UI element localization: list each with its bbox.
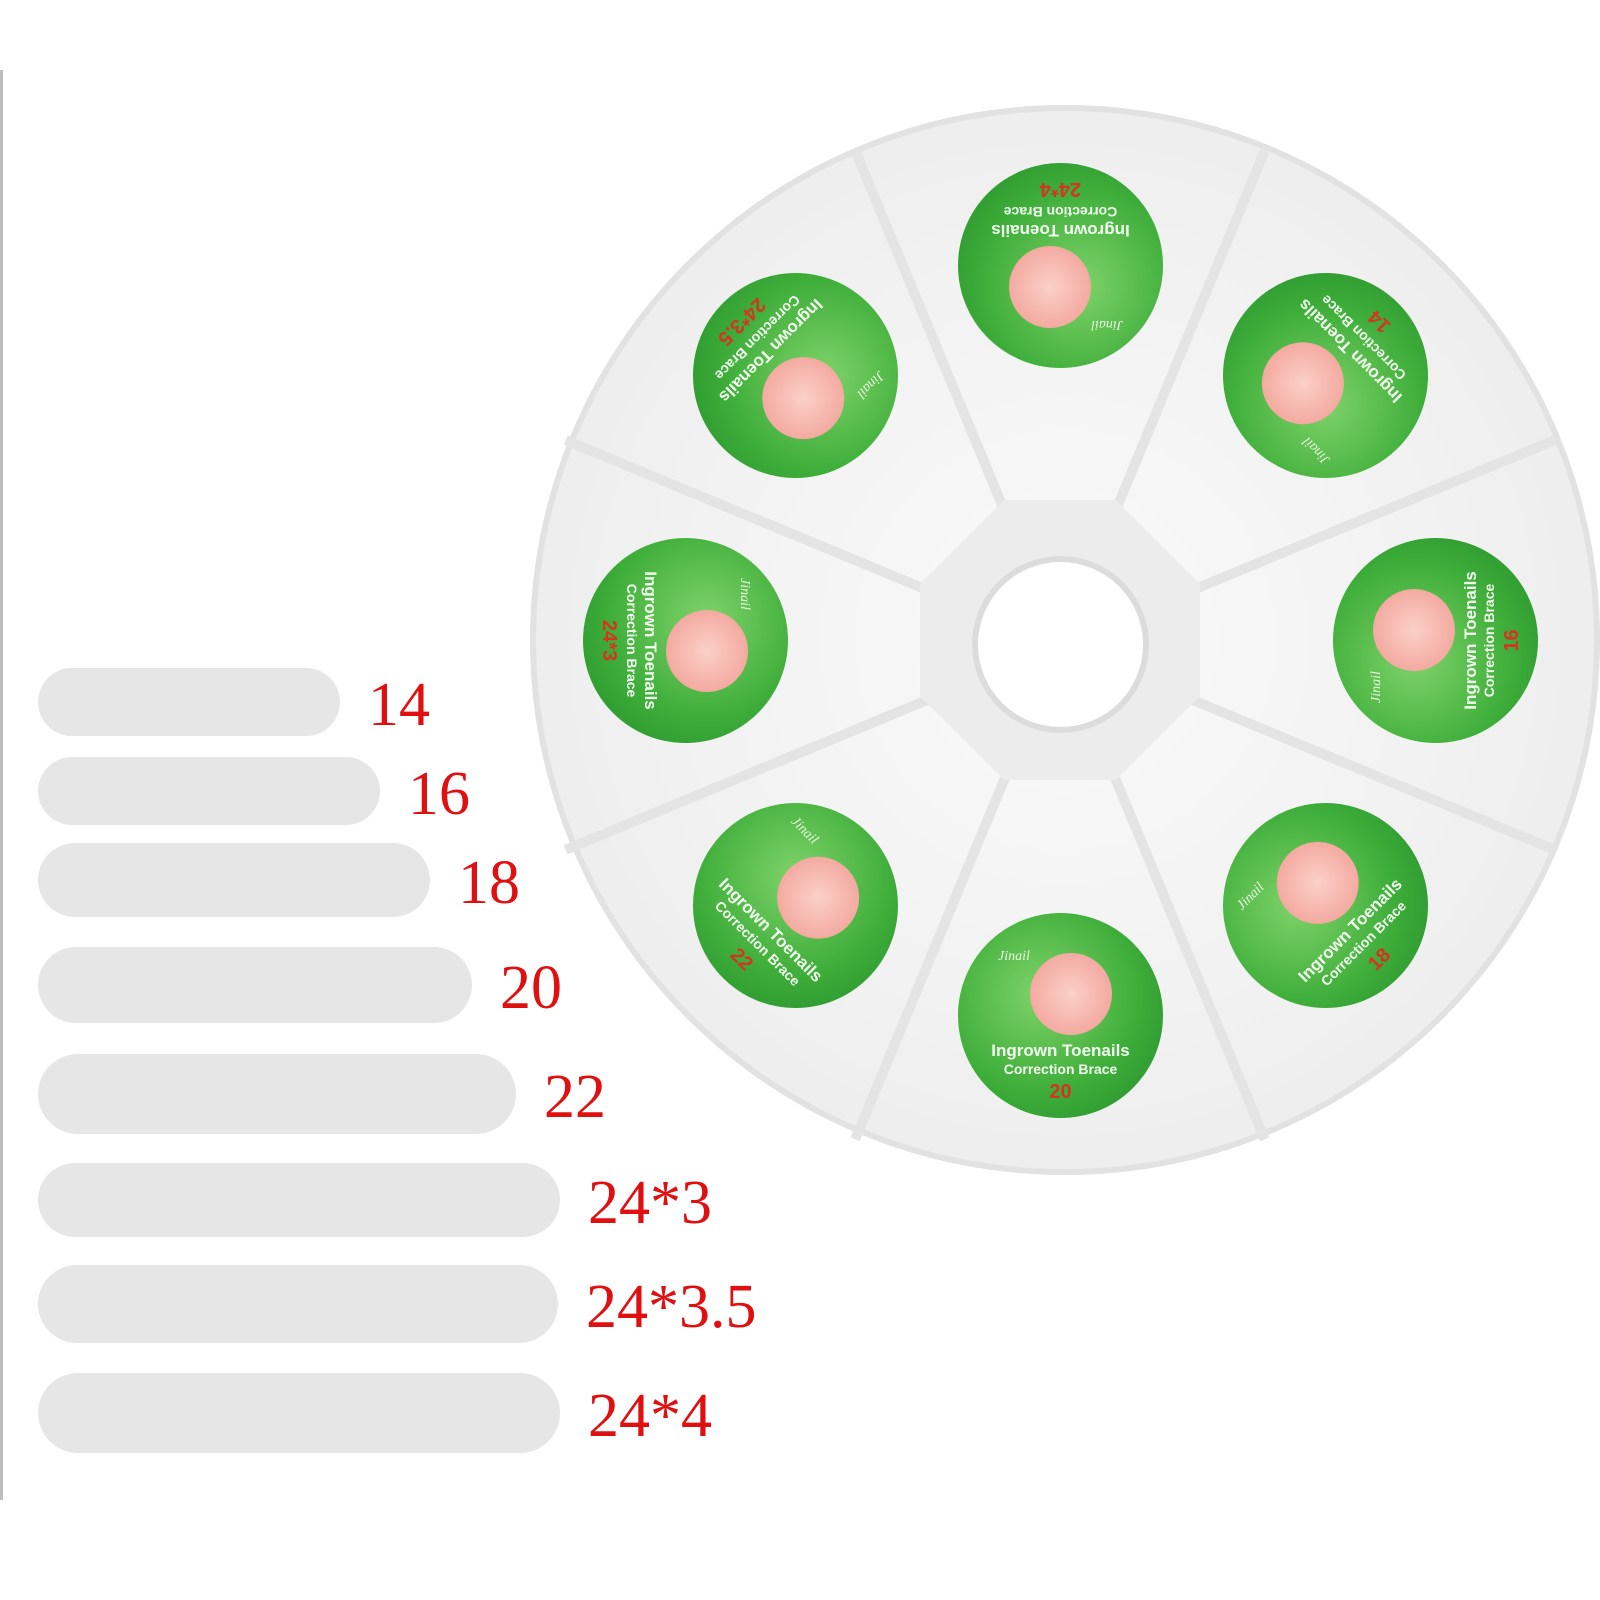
brand-logo: Jinail xyxy=(998,949,1030,964)
toe-image xyxy=(1030,953,1112,1035)
size-label: 16 xyxy=(408,760,470,828)
sticker-size: 24*3 xyxy=(598,619,620,662)
sticker-size: 24*4 xyxy=(1039,178,1082,200)
brand-logo: Jinail xyxy=(787,814,821,848)
sticker-title: Ingrown Toenails xyxy=(641,571,660,710)
size-label: 22 xyxy=(544,1063,606,1131)
product-sticker: Jinail Ingrown Toenails Correction Brace 24… xyxy=(958,163,1163,368)
size-label: 18 xyxy=(458,849,520,917)
sticker-subtitle: Correction Brace xyxy=(1003,1061,1118,1077)
brand-logo: Jinail xyxy=(1234,880,1268,914)
sticker-subtitle: Correction Brace xyxy=(1003,204,1118,220)
center-hole xyxy=(978,562,1143,727)
brace-strip xyxy=(38,757,380,825)
image-edge-line xyxy=(0,70,3,1500)
brand-logo: Jinail xyxy=(737,578,752,610)
size-label: 20 xyxy=(500,954,562,1022)
sticker-subtitle: Correction Brace xyxy=(624,583,640,698)
size-label: 24*3.5 xyxy=(586,1273,757,1341)
brace-strip xyxy=(38,1265,558,1343)
product-sticker: Jinail Ingrown Toenails Correction Brace 16 xyxy=(1333,538,1538,743)
product-sticker: Jinail Ingrown Toenails Correction Brace 24… xyxy=(583,538,788,743)
brand-logo: Jinail xyxy=(1091,317,1123,332)
brand-logo: Jinail xyxy=(1300,433,1334,467)
brand-logo: Jinail xyxy=(1369,671,1384,703)
brand-logo: Jinail xyxy=(853,367,887,401)
sticker-size: 20 xyxy=(1049,1081,1072,1103)
size-label: 24*4 xyxy=(588,1382,712,1450)
toe-image xyxy=(1009,246,1091,328)
toe-image xyxy=(666,610,748,692)
size-label: 14 xyxy=(368,671,430,739)
brace-strip xyxy=(38,1163,560,1237)
brace-strip xyxy=(38,843,430,917)
brace-strip xyxy=(38,1373,560,1453)
sticker-title: Ingrown Toenails xyxy=(1461,571,1480,710)
brace-strip xyxy=(38,947,472,1023)
size-label: 24*3 xyxy=(588,1169,712,1237)
sticker-subtitle: Correction Brace xyxy=(1481,583,1497,698)
brace-strip xyxy=(38,1054,516,1134)
toe-image xyxy=(1373,589,1455,671)
sticker-size: 16 xyxy=(1501,629,1523,652)
brace-strip xyxy=(38,668,340,736)
sticker-title: Ingrown Toenails xyxy=(991,1041,1130,1060)
product-sticker: Jinail Ingrown Toenails Correction Brace 20 xyxy=(958,913,1163,1118)
sticker-title: Ingrown Toenails xyxy=(991,221,1130,240)
